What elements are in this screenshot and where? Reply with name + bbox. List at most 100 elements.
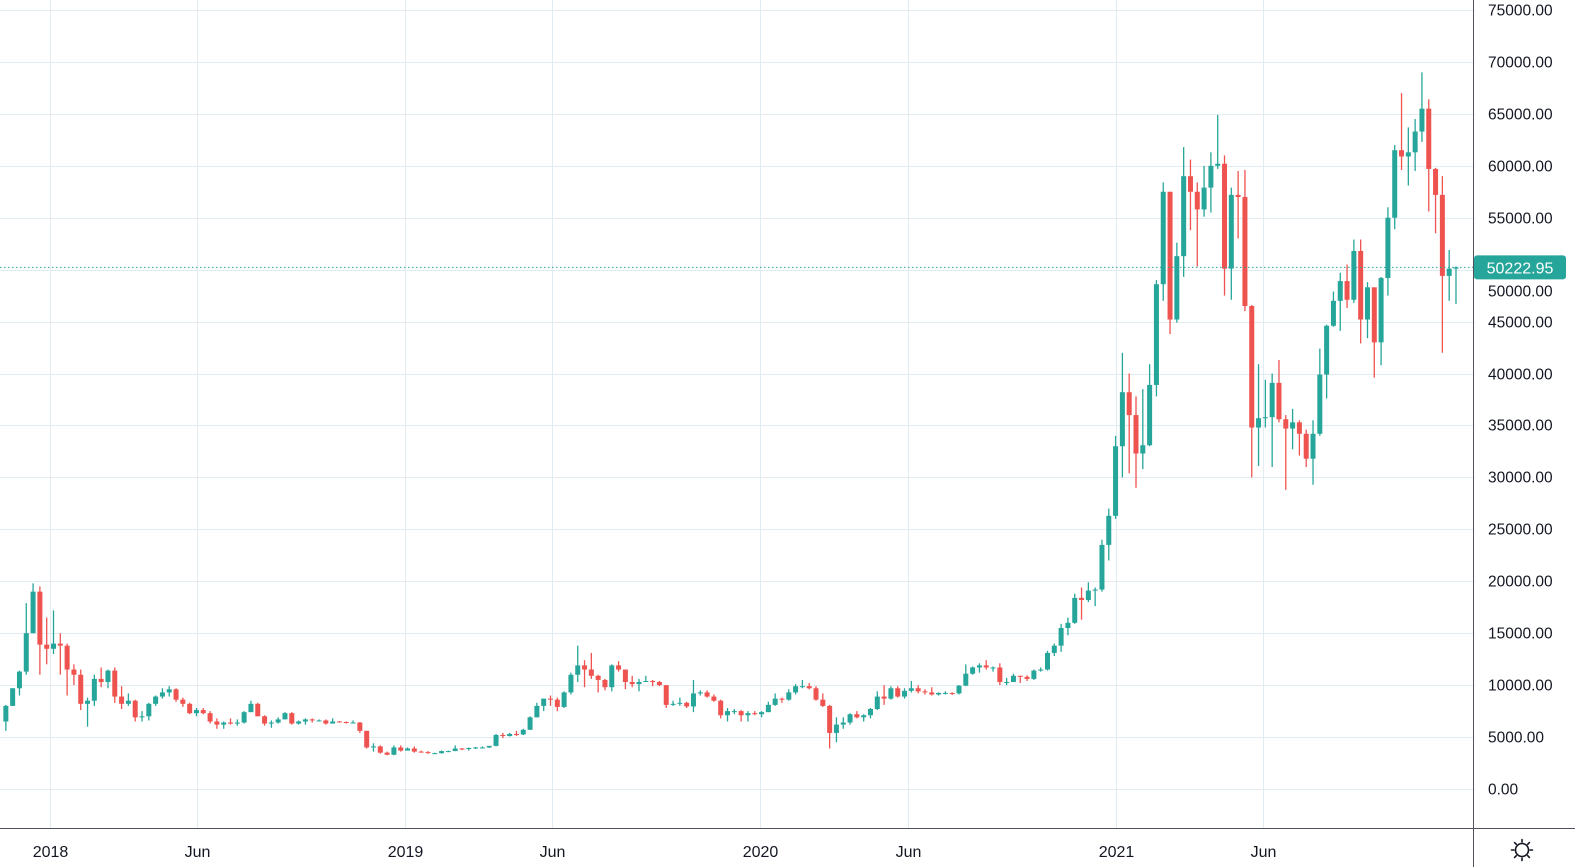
candle	[976, 663, 982, 673]
candle	[16, 670, 22, 696]
price-tick-label: 45000.00	[1488, 315, 1553, 332]
candle	[234, 719, 240, 726]
candle-body	[1371, 287, 1377, 343]
candle-body	[609, 665, 615, 688]
candle	[316, 719, 322, 722]
candle-body	[1167, 191, 1173, 320]
candle	[813, 686, 819, 701]
candle-body	[445, 751, 451, 753]
candle	[1058, 623, 1064, 652]
candle-body	[1344, 281, 1350, 300]
candle	[71, 664, 77, 686]
candle	[820, 693, 826, 707]
candle	[534, 702, 540, 718]
price-axis[interactable]	[1473, 0, 1575, 867]
candle-body	[119, 696, 125, 704]
candle	[1187, 159, 1193, 231]
candle-body	[125, 700, 131, 704]
candle	[1119, 352, 1125, 478]
candle	[656, 680, 662, 687]
candle	[37, 586, 43, 675]
candle-body	[990, 667, 996, 669]
candle-body	[173, 689, 179, 700]
candle	[1004, 677, 1010, 686]
candle	[105, 669, 111, 689]
candle	[486, 745, 492, 748]
candle	[3, 704, 9, 731]
candle-body	[636, 682, 642, 685]
candle	[752, 711, 758, 716]
candle	[1453, 266, 1459, 304]
candle	[827, 704, 833, 749]
candle-body	[398, 747, 404, 751]
grid	[0, 0, 1473, 828]
price-tick-label: 10000.00	[1488, 678, 1553, 695]
candle-body	[23, 633, 29, 672]
candle-body	[207, 713, 213, 722]
candle	[302, 718, 308, 725]
candle	[1392, 145, 1398, 230]
candle	[541, 698, 547, 712]
candle	[731, 709, 737, 715]
price-tick-label: 15000.00	[1488, 626, 1553, 643]
candle	[1419, 72, 1425, 142]
candle	[1106, 508, 1112, 561]
candle-body	[833, 724, 839, 733]
candle	[1310, 420, 1316, 485]
price-tick-label: 30000.00	[1488, 470, 1553, 487]
candle	[228, 718, 234, 725]
candle	[200, 707, 206, 715]
candle-body	[507, 733, 513, 737]
candle	[575, 645, 581, 683]
candle-body	[1283, 419, 1289, 429]
candle	[268, 720, 274, 728]
candle-body	[799, 686, 805, 688]
candle-body	[793, 686, 799, 693]
candle-body	[405, 748, 411, 751]
candle-body	[425, 752, 431, 754]
candle	[1174, 242, 1180, 323]
candle	[112, 667, 118, 703]
candle-body	[670, 703, 676, 705]
candle	[1072, 593, 1078, 624]
candle-body	[493, 734, 499, 746]
candle	[527, 716, 533, 730]
candle-body	[936, 692, 942, 695]
candle-body	[1099, 544, 1105, 590]
candle	[1235, 170, 1241, 239]
candle-body	[411, 748, 417, 752]
candle	[1147, 364, 1153, 447]
candle	[793, 684, 799, 695]
candle-body	[51, 643, 56, 649]
sun-gear-icon[interactable]	[1508, 836, 1536, 864]
candle-body	[1133, 415, 1139, 454]
time-axis[interactable]	[0, 829, 1473, 867]
candle-body	[1160, 191, 1166, 285]
candle-body	[479, 747, 485, 749]
candle-body	[1330, 300, 1336, 326]
time-axis-labels: 2018 Jun 2019 Jun 2020 Jun 2021 Jun	[33, 844, 1277, 861]
candle-body	[316, 720, 322, 722]
candle-body	[568, 674, 574, 693]
candle-body	[214, 721, 220, 725]
candle	[500, 732, 506, 739]
candle	[1364, 282, 1370, 339]
candle	[1079, 587, 1085, 620]
candle	[1153, 280, 1159, 397]
candle-body	[1024, 676, 1030, 679]
candle-body	[527, 717, 533, 730]
candle	[1010, 673, 1016, 683]
candle-body	[1092, 589, 1098, 591]
candle-body	[159, 692, 165, 697]
candle-body	[384, 752, 390, 755]
candle	[1433, 167, 1439, 234]
candle	[949, 692, 955, 696]
candle	[1133, 396, 1139, 488]
candle	[1031, 669, 1037, 680]
candle-body	[650, 680, 656, 683]
candle-body	[1378, 277, 1384, 343]
candle-body	[255, 703, 261, 717]
candle	[282, 712, 288, 720]
candle	[602, 678, 608, 691]
